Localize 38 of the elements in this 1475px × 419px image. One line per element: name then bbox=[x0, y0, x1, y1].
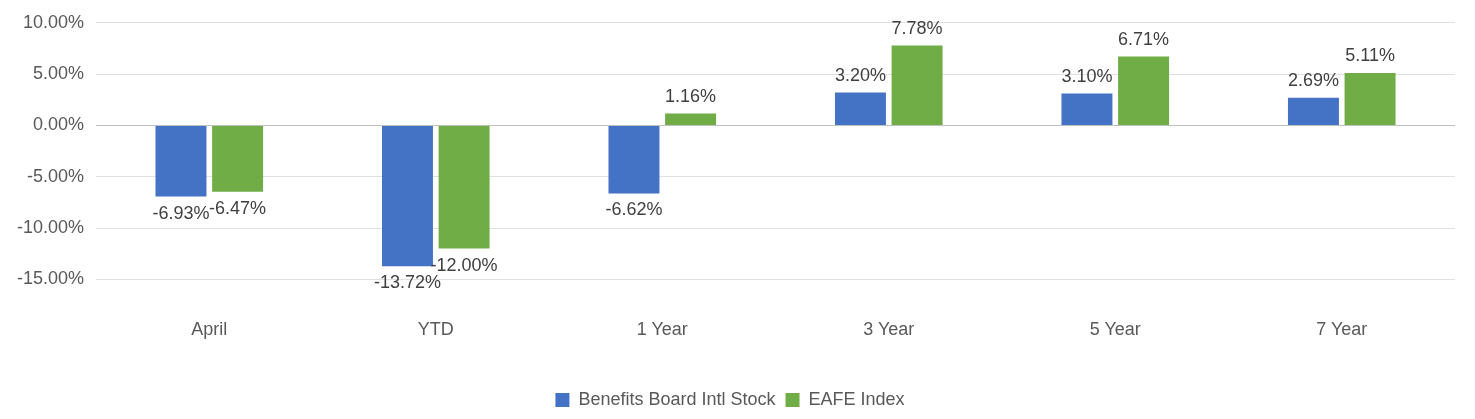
y-tick-label: 5.00% bbox=[33, 63, 85, 84]
bar bbox=[155, 125, 207, 197]
data-label: 3.10% bbox=[1061, 65, 1113, 86]
legend-label: EAFE Index bbox=[808, 388, 905, 409]
bar bbox=[1118, 56, 1170, 125]
y-tick-label: -15.00% bbox=[17, 268, 85, 289]
data-label: 1.16% bbox=[665, 85, 717, 106]
data-label: -12.00% bbox=[430, 254, 498, 275]
data-label: -6.62% bbox=[605, 199, 663, 220]
legend-label: Benefits Board Intl Stock bbox=[578, 388, 777, 409]
bar bbox=[665, 113, 717, 125]
bar bbox=[1344, 72, 1396, 125]
x-tick-label: 1 Year bbox=[636, 319, 688, 340]
x-tick-label: 3 Year bbox=[863, 319, 915, 340]
data-label: 3.20% bbox=[834, 64, 886, 85]
data-label: -6.93% bbox=[152, 202, 210, 223]
bar bbox=[891, 45, 943, 125]
bar bbox=[834, 92, 886, 125]
x-tick-label: YTD bbox=[417, 319, 454, 340]
y-tick-label: -5.00% bbox=[27, 165, 85, 186]
bar bbox=[212, 125, 264, 192]
x-tick-label: April bbox=[191, 319, 228, 340]
bar bbox=[381, 125, 433, 267]
data-label: 5.11% bbox=[1345, 44, 1395, 65]
bar bbox=[608, 125, 660, 194]
bar bbox=[1061, 93, 1113, 125]
bar bbox=[438, 125, 490, 249]
data-label: 6.71% bbox=[1118, 28, 1170, 49]
y-tick-label: -10.00% bbox=[17, 217, 85, 238]
bar bbox=[1287, 97, 1339, 125]
data-label: -13.72% bbox=[373, 272, 441, 293]
x-tick-label: 5 Year bbox=[1089, 319, 1141, 340]
data-label: 2.69% bbox=[1287, 69, 1339, 90]
y-tick-label: 10.00% bbox=[22, 11, 85, 32]
data-label: 7.78% bbox=[891, 17, 943, 38]
data-label: -6.47% bbox=[209, 197, 267, 218]
y-tick-label: 0.00% bbox=[33, 114, 85, 135]
x-tick-label: 7 Year bbox=[1316, 319, 1368, 340]
